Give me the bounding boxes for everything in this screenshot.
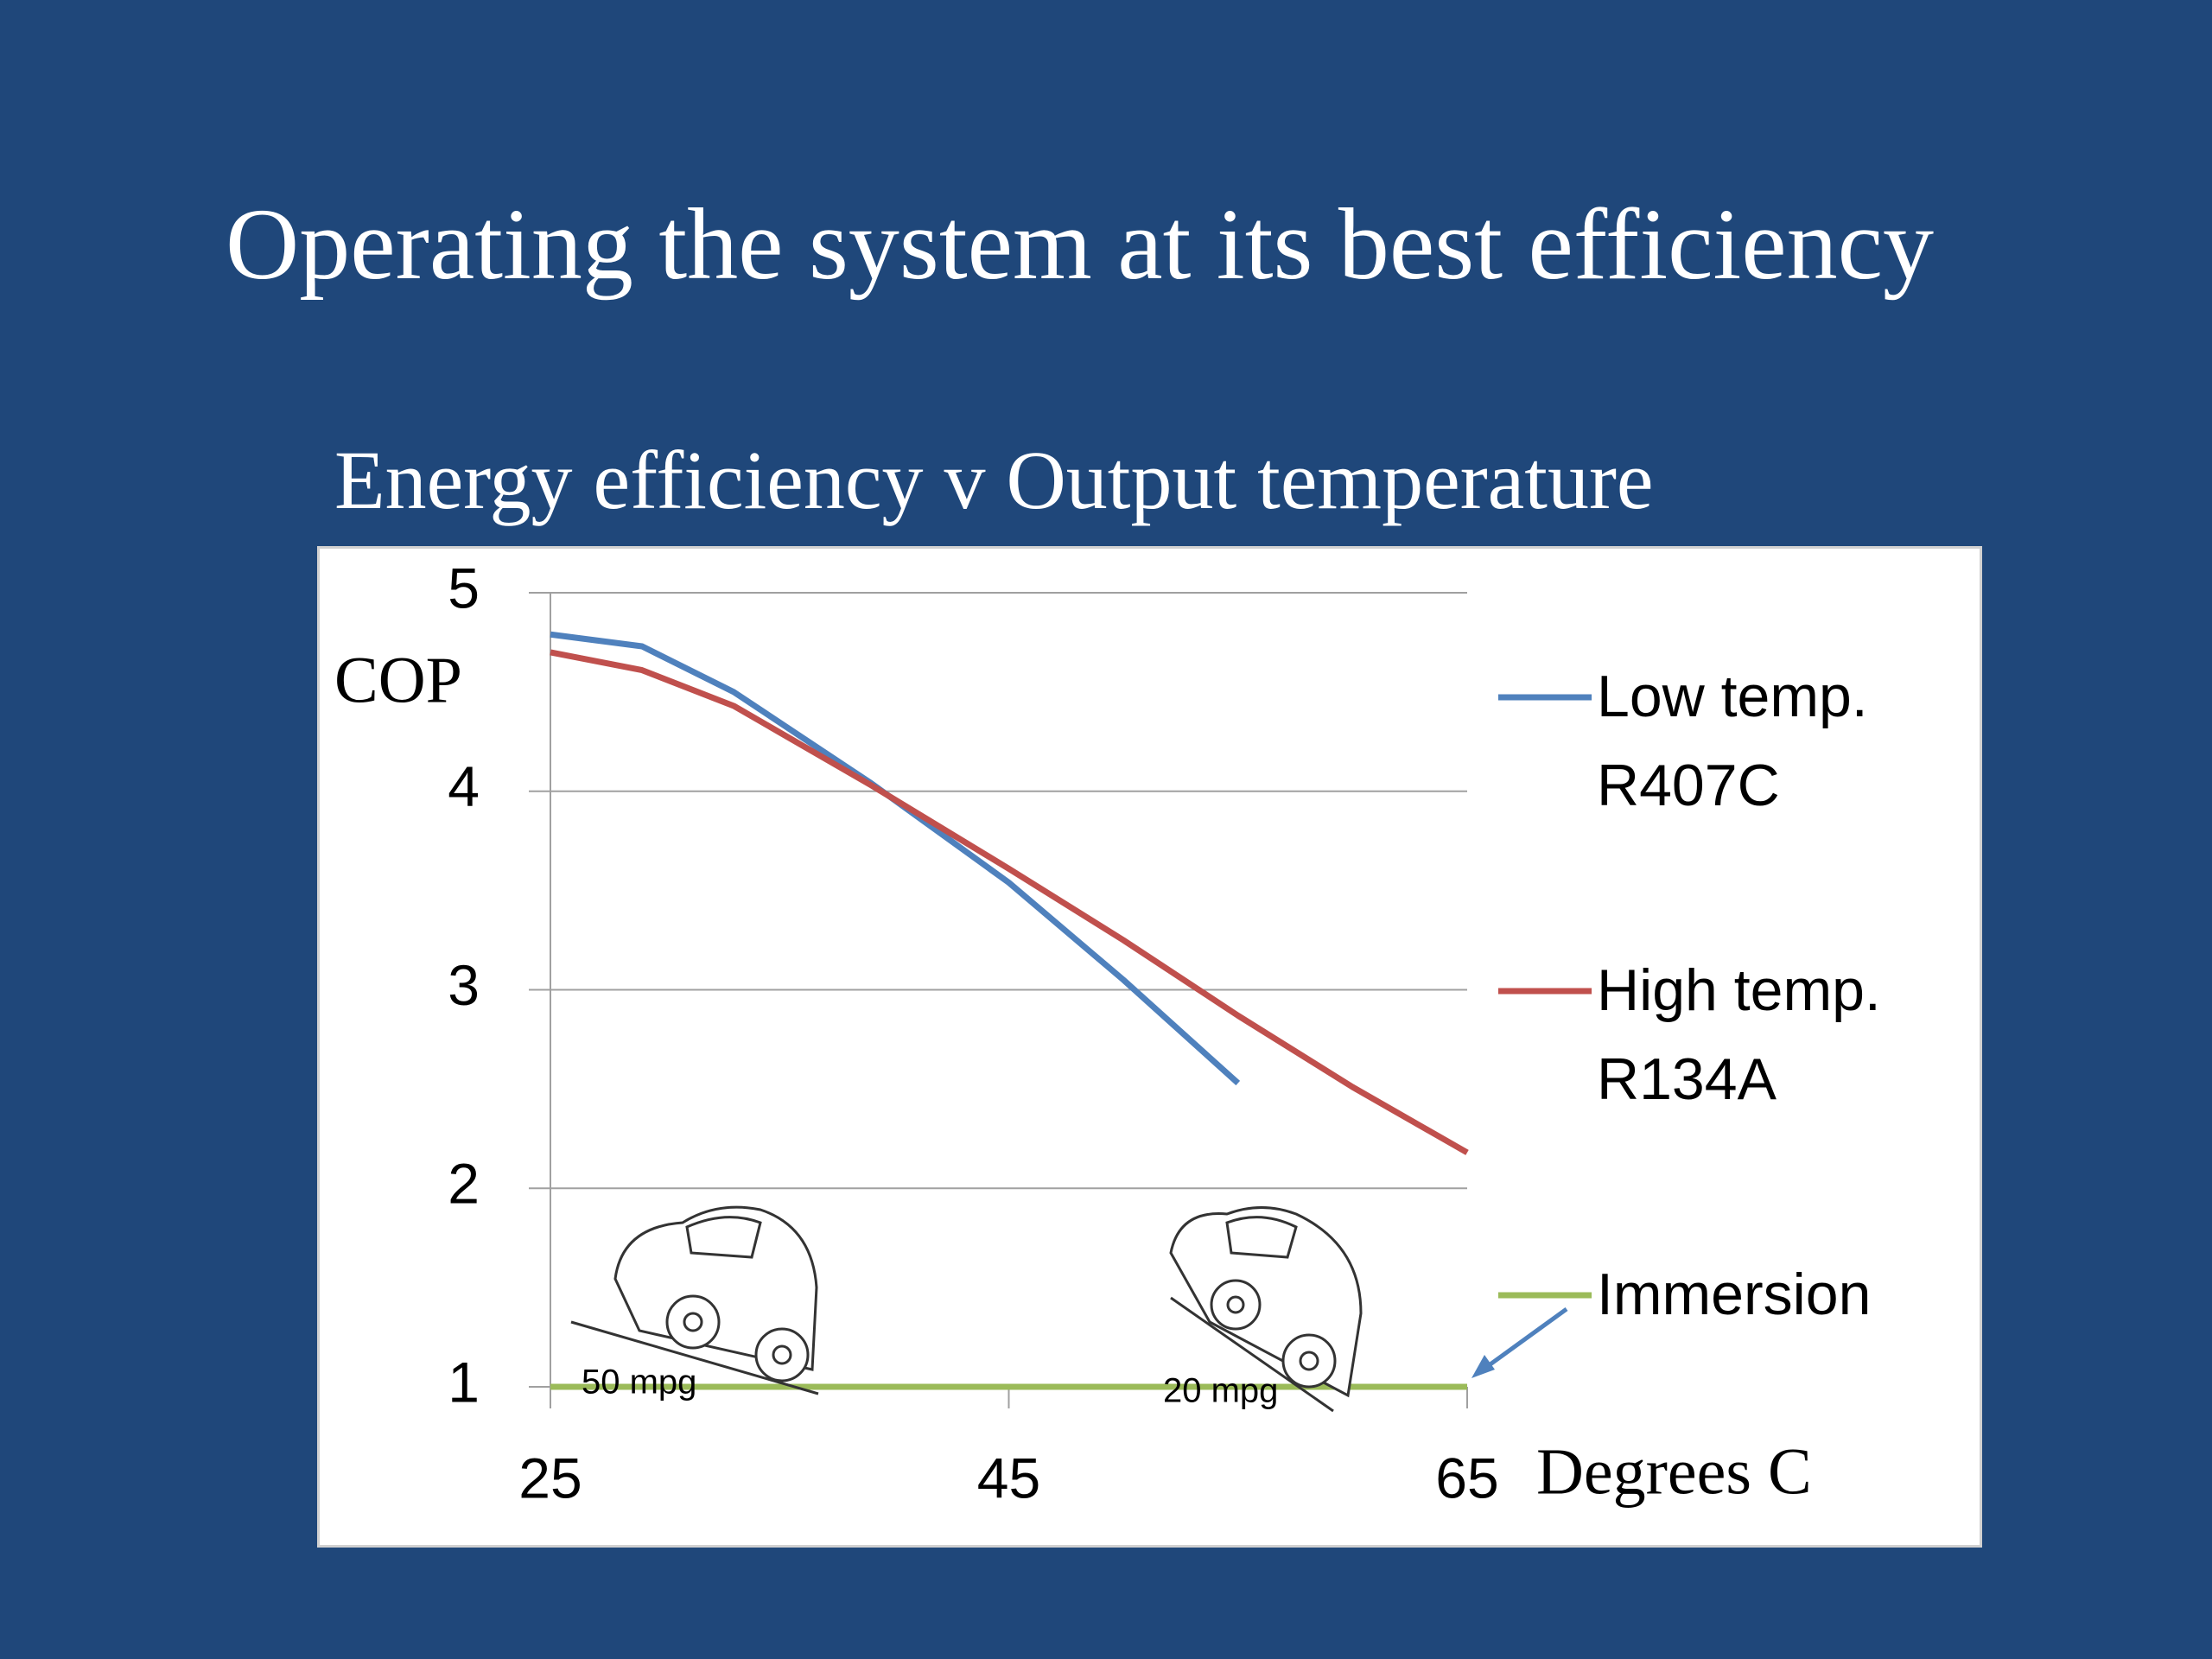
x-tick-label: 65 xyxy=(1435,1446,1498,1510)
car-left xyxy=(570,1205,819,1395)
legend-label: Low temp. R407C xyxy=(1597,664,1868,818)
y-tick-label: 4 xyxy=(448,754,480,818)
y-tick-label: 5 xyxy=(448,556,480,620)
chart-area xyxy=(317,546,1982,1548)
y-tick-label: 3 xyxy=(448,953,480,1017)
car-right xyxy=(1169,1206,1363,1413)
x-axis-label: Degrees C xyxy=(1536,1435,1812,1508)
chart-title: Energy efficiency v Output temperature xyxy=(334,434,1654,526)
x-tick-label: 25 xyxy=(518,1446,582,1510)
legend-label: High temp. R134A xyxy=(1597,957,1881,1112)
y-tick-label: 2 xyxy=(448,1152,480,1216)
annotation: 20 mpg xyxy=(1163,1372,1278,1410)
y-axis-label: COP xyxy=(334,644,462,716)
x-tick-label: 45 xyxy=(977,1446,1040,1510)
legend-label: Immersion xyxy=(1597,1262,1872,1327)
slide-title: Operating the system at its best efficie… xyxy=(226,188,1935,301)
legend-arrow xyxy=(1480,1306,1568,1373)
legend-arrow-head xyxy=(1471,1355,1495,1378)
series-line xyxy=(550,631,1241,1086)
series-line xyxy=(550,649,1469,1155)
y-tick-label: 1 xyxy=(448,1350,480,1414)
annotation: 50 mpg xyxy=(582,1363,696,1402)
